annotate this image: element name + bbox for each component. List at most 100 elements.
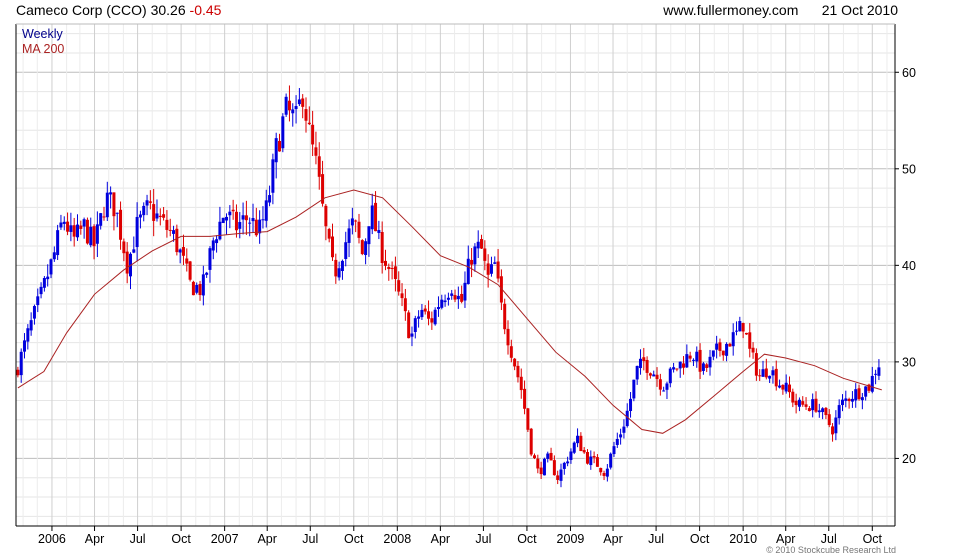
candle-body <box>807 408 811 412</box>
candle-body <box>49 259 53 275</box>
candle-body <box>350 218 354 226</box>
candle-body <box>258 219 262 234</box>
candle-body <box>877 367 881 376</box>
candle-body <box>797 399 801 407</box>
x-tick-label: Oct <box>863 532 883 546</box>
candle-body <box>198 284 202 296</box>
candle-body <box>708 356 712 368</box>
candle-body <box>844 398 848 401</box>
axes <box>15 23 896 527</box>
candle-body <box>668 368 672 384</box>
candle-body <box>533 455 537 459</box>
candle-body <box>413 318 417 332</box>
candle-body <box>496 261 500 279</box>
grid-lines <box>16 24 895 526</box>
x-axis-ticks: 2006 Apr Jul Oct 2007 Apr Jul Oct 2008 Apr Jul Oct 2… <box>38 526 883 546</box>
legend-weekly: Weekly <box>22 27 63 41</box>
candle-body <box>569 451 573 461</box>
candle-body <box>758 375 762 377</box>
candle-body <box>76 224 80 238</box>
candle-body <box>225 216 229 221</box>
candle-body <box>158 215 162 218</box>
candle-body <box>672 367 676 370</box>
candle-body <box>609 453 613 468</box>
candle-body <box>735 330 739 332</box>
y-tick-label: 30 <box>902 355 916 369</box>
candle-body <box>109 192 113 195</box>
candle-body <box>489 264 493 274</box>
candle-body <box>390 267 394 269</box>
candle-body <box>36 296 40 306</box>
candle-body <box>539 467 543 475</box>
candle-body <box>711 350 715 357</box>
candle-body <box>771 370 775 376</box>
candle-body <box>274 138 278 163</box>
last-price: 30.26 <box>150 2 186 18</box>
candle-body <box>287 100 291 111</box>
candle-body <box>105 192 109 218</box>
candle-body <box>29 320 33 331</box>
candle-body <box>675 368 679 370</box>
candle-body <box>238 222 242 229</box>
candle-body <box>778 385 782 388</box>
candle-body <box>612 446 616 455</box>
candle-body <box>403 298 407 312</box>
candle-body <box>579 435 583 452</box>
candle-body <box>811 399 815 411</box>
candle-body <box>460 293 464 302</box>
candle-body <box>221 217 225 223</box>
candle-body <box>546 453 550 459</box>
candle-body <box>860 397 864 401</box>
candle-body <box>367 226 371 245</box>
candle-body <box>466 258 470 285</box>
candle-body <box>473 246 477 265</box>
candle-body <box>423 308 427 312</box>
candle-body <box>804 404 808 407</box>
candle-body <box>195 284 199 293</box>
candle-body <box>264 200 268 221</box>
x-tick-label: Oct <box>690 532 710 546</box>
candle-body <box>344 242 348 259</box>
site-url[interactable]: www.fullermoney.com <box>663 2 799 18</box>
candle-body <box>251 218 255 222</box>
candle-body <box>744 332 748 335</box>
candle-body <box>701 363 705 371</box>
x-tick-label: 2007 <box>211 532 239 546</box>
candle-body <box>357 221 361 238</box>
candle-body <box>69 225 73 232</box>
candle-body <box>115 212 119 214</box>
candle-body <box>155 213 159 219</box>
candle-body <box>271 159 275 193</box>
candle-body <box>162 214 166 218</box>
candle-body <box>340 260 344 271</box>
candle-body <box>330 236 334 258</box>
candle-body <box>79 225 83 229</box>
candle-body <box>436 306 440 310</box>
candle-body <box>642 357 646 362</box>
candle-body <box>834 417 838 434</box>
candle-body <box>493 262 497 264</box>
candle-body <box>867 384 871 391</box>
candle-body <box>241 215 245 220</box>
candle-body <box>615 438 619 445</box>
candle-body <box>231 209 235 212</box>
candle-body <box>145 200 149 206</box>
candle-body <box>397 280 401 292</box>
x-tick-label: 2008 <box>383 532 411 546</box>
candle-body <box>721 350 725 356</box>
candle-body <box>506 328 510 346</box>
candle-body <box>148 201 152 203</box>
y-tick-label: 20 <box>902 452 916 466</box>
candle-body <box>874 373 878 375</box>
candle-body <box>175 228 179 253</box>
candle-body <box>188 261 192 280</box>
candle-body <box>761 369 765 377</box>
candle-body <box>122 241 126 254</box>
candle-body <box>483 248 487 261</box>
candle-body <box>142 205 146 216</box>
candle-body <box>470 259 474 265</box>
candle-body <box>95 224 99 244</box>
candle-body <box>443 300 447 303</box>
ma-200-path <box>17 189 882 434</box>
